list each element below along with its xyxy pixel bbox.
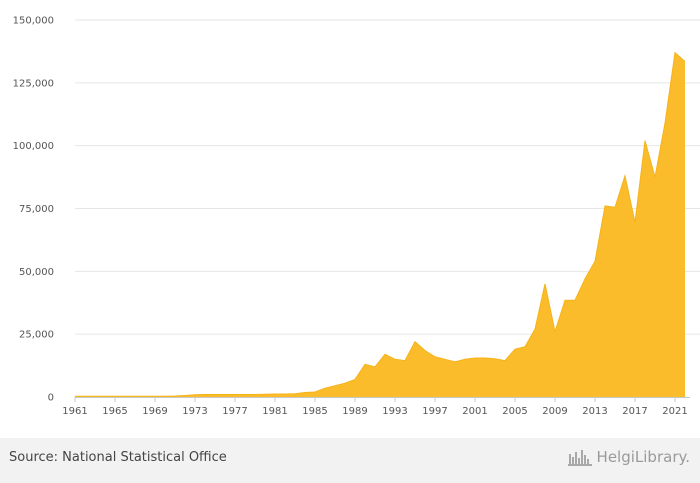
library-icon — [567, 450, 592, 466]
x-tick-label: 1981 — [262, 406, 287, 417]
y-axis-ticks: 0 25,000 50,000 75,000 100,000 125,000 150,000 — [13, 16, 54, 404]
x-tick-label: 1997 — [422, 406, 447, 417]
x-tick-label: 2021 — [662, 406, 687, 417]
y-tick-label: 125,000 — [13, 78, 54, 89]
area-series — [75, 51, 686, 398]
y-tick-label: 100,000 — [13, 141, 54, 152]
y-tick-label: 25,000 — [19, 330, 54, 341]
area-chart: 0 25,000 50,000 75,000 100,000 125,000 150,000… — [13, 16, 700, 417]
x-tick-label: 2005 — [502, 406, 527, 417]
x-tick-label: 1989 — [342, 406, 367, 417]
brand-name: HelgiLibrary. — [596, 448, 690, 466]
x-tick-label: 2001 — [462, 406, 487, 417]
area-fill — [75, 52, 685, 398]
x-axis-ticks: 1961 1965 1969 1973 1977 1981 1985 1989 1993 1997… — [62, 406, 687, 417]
x-tick-label: 1985 — [302, 406, 327, 417]
brand-logo: HelgiLibrary. — [567, 446, 690, 468]
y-tick-label: 50,000 — [19, 267, 54, 278]
x-tick-label: 2017 — [622, 406, 647, 417]
x-axis — [74, 397, 690, 402]
x-tick-label: 1969 — [142, 406, 167, 417]
x-tick-label: 2013 — [582, 406, 607, 417]
source-label: Source: National Statistical Office — [9, 450, 227, 465]
y-tick-label: 0 — [48, 393, 54, 404]
area-line — [75, 51, 686, 397]
x-tick-label: 1993 — [382, 406, 407, 417]
chart-footer: Source: National Statistical Office Helg… — [0, 438, 700, 483]
y-tick-label: 150,000 — [13, 16, 54, 27]
y-tick-label: 75,000 — [19, 204, 54, 215]
x-tick-label: 1973 — [182, 406, 207, 417]
x-tick-label: 1977 — [222, 406, 247, 417]
x-tick-label: 1961 — [62, 406, 87, 417]
x-tick-label: 1965 — [102, 406, 127, 417]
x-tick-label: 2009 — [542, 406, 567, 417]
